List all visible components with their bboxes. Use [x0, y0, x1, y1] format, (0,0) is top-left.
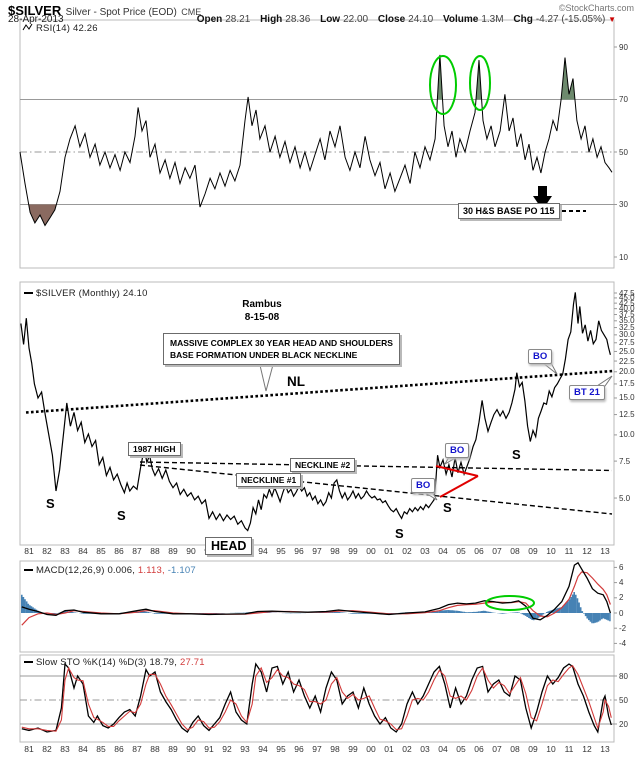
main-panel-border — [19, 281, 615, 546]
price-line — [20, 292, 611, 532]
sto-k-line — [21, 662, 612, 734]
rsi-oversold-fill — [20, 204, 614, 226]
macd-highlight-ellipse — [485, 595, 535, 611]
macd-panel-border — [19, 560, 615, 653]
main-neckline-nl — [25, 369, 614, 414]
rsi-overbought-fill — [20, 54, 614, 100]
macd-line — [21, 561, 612, 621]
rsi-panel-border — [19, 19, 615, 269]
rsi-highlight-ellipse-2 — [469, 55, 491, 111]
sto-panel-border — [19, 654, 615, 743]
rsi-line — [19, 54, 613, 227]
po-down-arrow-icon — [533, 186, 552, 210]
pennant-bottom-line — [439, 475, 479, 498]
neckline-2-line — [139, 461, 613, 472]
pennant-top-line — [435, 465, 479, 477]
rsi-highlight-ellipse-1 — [429, 55, 457, 115]
neckline-1-line — [139, 464, 613, 515]
bt21-tail — [595, 375, 613, 387]
sto-d-line — [21, 664, 612, 732]
massive-box-tail — [258, 360, 275, 392]
bo3-tail — [541, 362, 558, 375]
macd-signal-line — [21, 571, 611, 626]
